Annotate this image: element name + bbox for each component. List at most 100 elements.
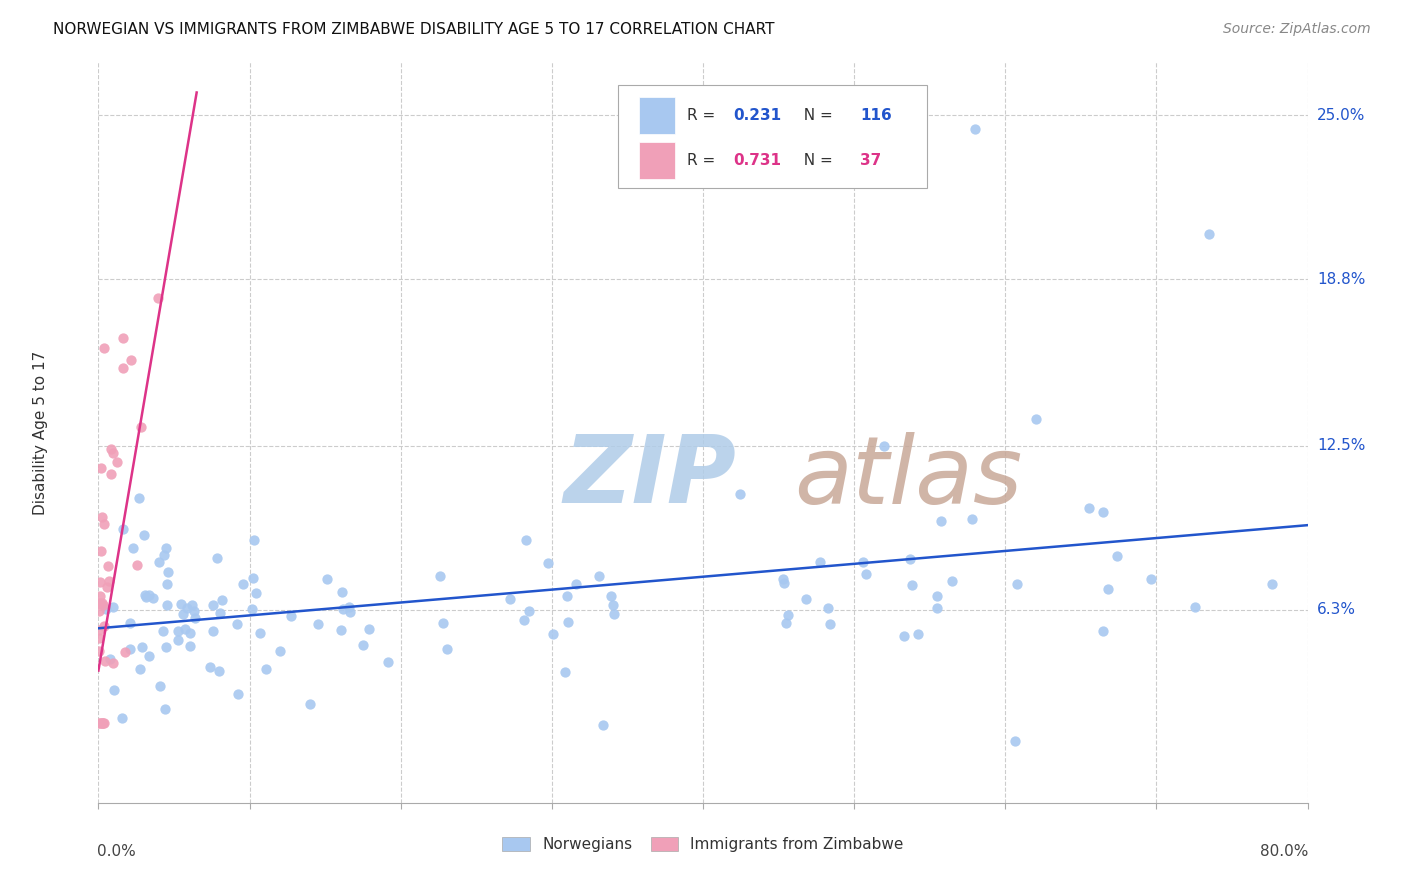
Point	[775, 615, 797, 630]
Point	[89, 575, 111, 590]
Text: 6.3%: 6.3%	[1317, 602, 1357, 617]
Point	[1091, 624, 1114, 638]
Point	[114, 645, 136, 659]
Point	[100, 442, 122, 457]
Point	[198, 660, 221, 674]
Point	[125, 558, 148, 572]
Point	[166, 633, 188, 648]
Point	[89, 596, 111, 610]
Point	[515, 533, 537, 548]
Point	[965, 121, 987, 136]
Point	[316, 572, 339, 586]
Point	[249, 625, 271, 640]
Point	[89, 643, 111, 657]
Point	[818, 616, 841, 631]
Point	[240, 601, 263, 615]
Point	[152, 548, 174, 562]
Point	[179, 625, 201, 640]
Point	[90, 460, 112, 475]
Point	[201, 624, 224, 639]
Text: Disability Age 5 to 17: Disability Age 5 to 17	[32, 351, 48, 515]
Point	[100, 467, 122, 481]
Point	[225, 617, 247, 632]
Text: atlas: atlas	[793, 432, 1022, 523]
Point	[243, 533, 266, 548]
FancyBboxPatch shape	[619, 85, 927, 188]
Point	[149, 679, 172, 693]
Point	[728, 486, 751, 500]
Point	[89, 631, 111, 645]
Point	[855, 567, 877, 582]
Point	[209, 606, 232, 620]
Point	[202, 598, 225, 612]
Point	[93, 342, 115, 356]
Point	[330, 585, 353, 599]
Point	[167, 624, 190, 639]
Text: 18.8%: 18.8%	[1317, 272, 1365, 286]
Point	[91, 596, 114, 610]
Point	[232, 576, 254, 591]
Point	[118, 641, 141, 656]
Point	[332, 602, 354, 616]
Point	[142, 591, 165, 606]
Point	[1024, 412, 1046, 426]
Text: 0.731: 0.731	[734, 153, 782, 168]
Point	[179, 639, 201, 653]
Point	[1097, 582, 1119, 596]
Point	[1184, 599, 1206, 614]
Point	[148, 555, 170, 569]
Point	[1092, 505, 1115, 519]
Point	[557, 615, 579, 629]
Point	[98, 574, 121, 589]
Text: 12.5%: 12.5%	[1317, 438, 1365, 453]
Point	[132, 528, 155, 542]
Point	[90, 509, 112, 524]
Point	[565, 577, 588, 591]
Text: N =: N =	[793, 153, 838, 168]
Point	[96, 580, 118, 594]
Point	[93, 716, 115, 731]
Point	[907, 627, 929, 641]
Point	[810, 555, 832, 569]
Point	[254, 662, 277, 676]
Point	[1004, 734, 1026, 748]
Point	[329, 623, 352, 637]
Point	[852, 555, 875, 569]
Point	[148, 291, 170, 305]
Point	[603, 607, 626, 621]
Point	[1005, 577, 1028, 591]
Point	[173, 622, 195, 636]
Point	[436, 641, 458, 656]
Point	[111, 522, 134, 536]
Point	[592, 718, 614, 732]
Point	[138, 588, 160, 602]
Point	[537, 556, 560, 570]
Point	[131, 640, 153, 654]
Point	[103, 599, 125, 614]
Point	[129, 662, 152, 676]
Point	[337, 599, 360, 614]
Point	[93, 516, 115, 531]
Point	[128, 491, 150, 505]
Point	[512, 613, 534, 627]
Point	[432, 615, 454, 630]
Point	[184, 610, 207, 624]
Point	[599, 590, 621, 604]
Point	[112, 331, 135, 345]
Point	[98, 651, 121, 665]
Point	[176, 600, 198, 615]
Point	[170, 598, 193, 612]
Point	[499, 591, 522, 606]
Point	[155, 541, 177, 555]
Point	[93, 619, 115, 633]
Text: 80.0%: 80.0%	[1260, 844, 1309, 858]
Point	[134, 588, 156, 602]
Point	[927, 600, 949, 615]
Bar	[638, 97, 675, 134]
Point	[103, 445, 125, 459]
Point	[794, 592, 817, 607]
Point	[245, 586, 267, 600]
Point	[94, 602, 117, 616]
Point	[120, 353, 142, 368]
Point	[359, 623, 381, 637]
